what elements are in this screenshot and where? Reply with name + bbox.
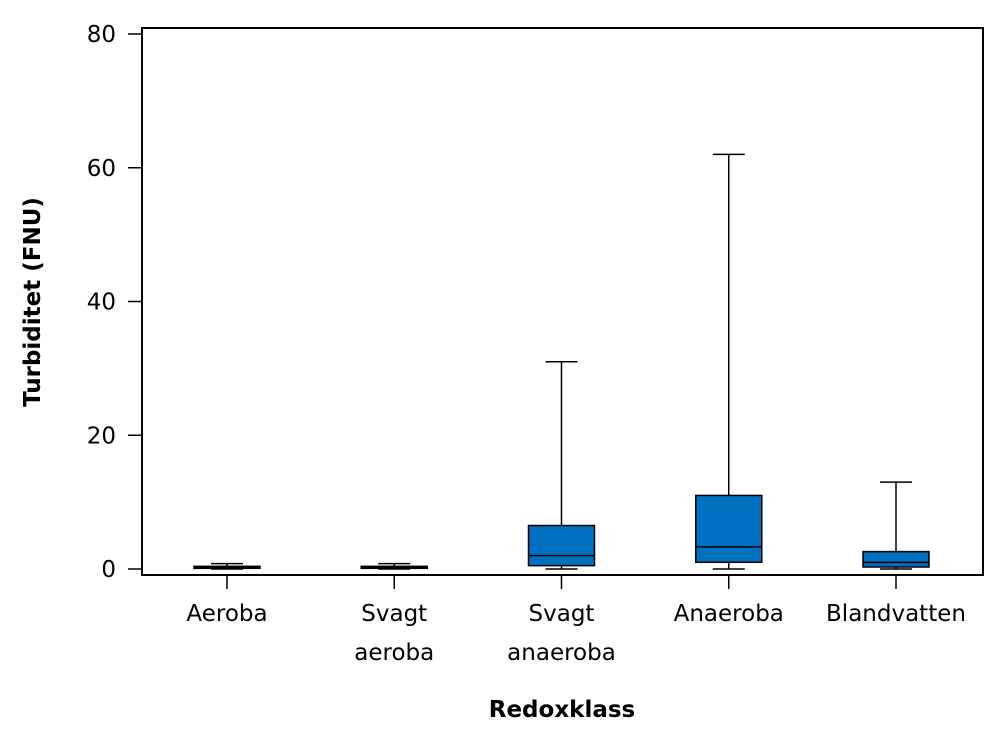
box-5 — [862, 481, 930, 570]
x-tick-label-line: Svagt — [361, 601, 427, 627]
x-tick-label-line: Svagt — [529, 601, 595, 627]
y-tick-label: 60 — [87, 156, 116, 182]
x-axis: Aeroba Svagt aeroba Svagt anaeroba Anaeroba Bl… — [186, 575, 966, 666]
box-3 — [527, 360, 596, 570]
box-4 — [695, 153, 763, 570]
x-tick-label-line: anaeroba — [507, 640, 616, 666]
iqr-box — [862, 550, 930, 568]
y-tick-label: 80 — [87, 22, 116, 48]
box-2 — [360, 562, 428, 570]
y-axis: 0 20 40 60 80 — [87, 22, 142, 583]
plot-frame — [141, 27, 984, 576]
iqr-box — [695, 494, 763, 564]
y-tick-label: 0 — [101, 557, 116, 583]
x-tick-label: Blandvatten — [826, 601, 966, 627]
x-tick-label: Svagt aeroba — [354, 601, 434, 666]
iqr-box — [527, 524, 596, 567]
y-axis-title: Turbiditet (FNU) — [20, 197, 46, 407]
x-tick-label-line: Anaeroba — [674, 601, 784, 627]
x-tick-label-line: Aeroba — [186, 601, 267, 627]
x-tick-label-line: Blandvatten — [826, 601, 966, 627]
box-1 — [193, 562, 261, 570]
x-axis-title: Redoxklass — [489, 697, 636, 723]
boxes-group — [193, 153, 930, 570]
y-tick-label: 40 — [87, 290, 116, 316]
y-tick-label: 20 — [87, 423, 116, 449]
x-tick-label: Svagt anaeroba — [507, 601, 616, 666]
x-tick-label-line: aeroba — [354, 640, 434, 666]
x-tick-label: Anaeroba — [674, 601, 784, 627]
x-tick-label: Aeroba — [186, 601, 267, 627]
